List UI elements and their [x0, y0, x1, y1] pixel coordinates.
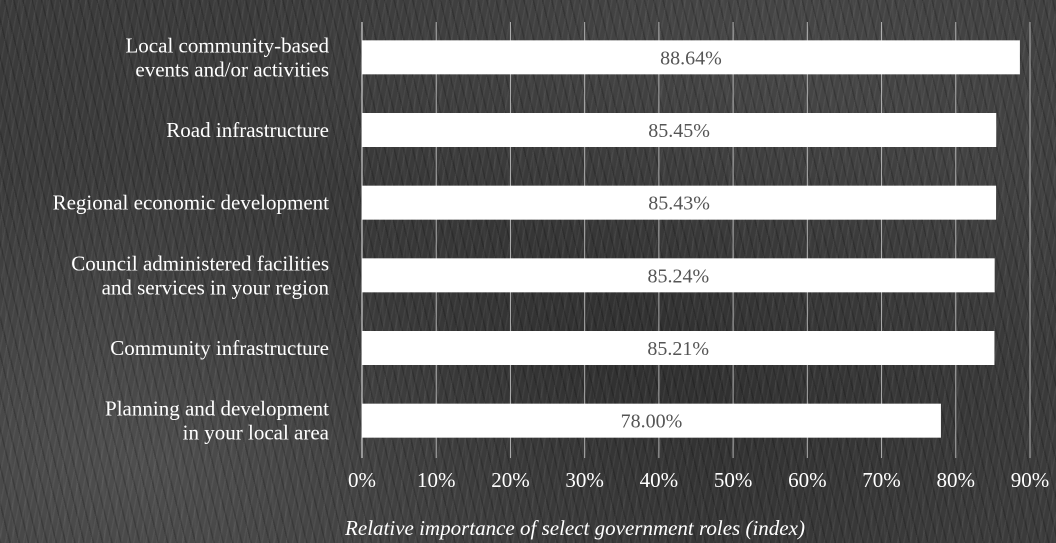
- bar-value-label: 85.45%: [648, 120, 710, 142]
- bar: [362, 185, 997, 220]
- bar-group: [362, 40, 1020, 438]
- category-label: Road infrastructure: [166, 118, 329, 142]
- x-tick-label: 70%: [862, 468, 901, 492]
- x-tick-label: 90%: [1011, 468, 1050, 492]
- bar-value-label: 85.21%: [647, 338, 709, 360]
- x-tick-label-group: 0% 10% 20% 30% 40% 50% 60% 70% 80% 90%: [348, 468, 1049, 492]
- bar: [362, 40, 1020, 75]
- bar: [362, 331, 995, 365]
- x-tick-label: 0%: [348, 468, 376, 492]
- x-axis-title: Relative importance of select government…: [344, 516, 805, 540]
- x-tick-label: 60%: [788, 468, 827, 492]
- category-label-group: Local community-based events and/or activ…: [53, 33, 330, 444]
- gridlines: [361, 22, 1031, 458]
- x-tick-label: 40%: [640, 468, 679, 492]
- bar-value-label: 85.43%: [648, 193, 710, 215]
- category-label: Council administered facilities and servi…: [71, 251, 329, 299]
- bar: [362, 403, 941, 438]
- x-tick-label: 30%: [565, 468, 604, 492]
- bar: [362, 258, 995, 293]
- bar-value-label: 85.24%: [647, 265, 709, 287]
- category-label: Planning and development in your local ar…: [105, 397, 330, 445]
- category-label: Local community-based events and/or activ…: [125, 33, 329, 81]
- x-tick-label: 10%: [417, 468, 456, 492]
- bar-value-label: 78.00%: [621, 411, 683, 433]
- x-tick-label: 50%: [714, 468, 753, 492]
- category-label: Regional economic development: [53, 191, 330, 215]
- bar: [362, 113, 997, 147]
- bar-value-label: 88.64%: [660, 47, 722, 69]
- value-label-group: 88.64% 85.45% 85.43% 85.24% 85.21% 78.00%: [621, 47, 722, 432]
- x-tick-label: 80%: [937, 468, 976, 492]
- category-label: Community infrastructure: [110, 336, 329, 360]
- x-tick-label: 20%: [491, 468, 530, 492]
